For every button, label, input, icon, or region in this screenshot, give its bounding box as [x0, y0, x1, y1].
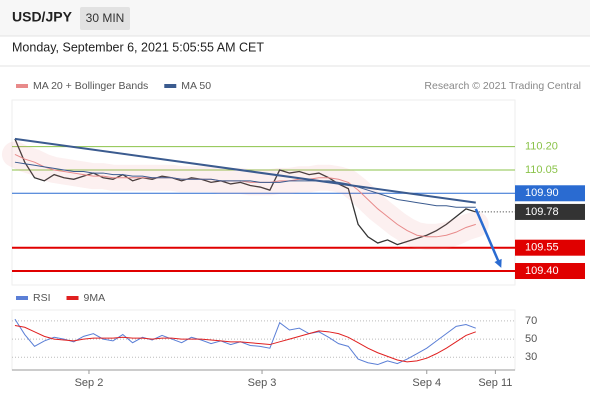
legend-swatch — [66, 296, 79, 300]
forecast-arrowhead — [494, 258, 502, 268]
series-line — [14, 324, 476, 363]
series-line — [14, 138, 476, 246]
y-tick-label: 70 — [525, 315, 537, 327]
legend-label: 9MA — [84, 292, 106, 304]
level-label: 109.40 — [525, 265, 559, 277]
x-tick-label: Sep 2 — [75, 377, 104, 389]
legend-swatch — [164, 84, 177, 88]
x-tick-label: Sep 11 — [478, 377, 512, 389]
y-tick-label: 50 — [525, 333, 537, 345]
level-label-box — [515, 239, 585, 256]
timeframe[interactable]: 30 MIN — [86, 11, 125, 25]
source-credit: Research © 2021 Trading Central — [424, 80, 581, 92]
timeframe-button[interactable] — [80, 7, 130, 30]
rsi-panel — [11, 309, 516, 371]
forecast-arrow — [474, 208, 501, 264]
y-tick-label: 30 — [525, 351, 537, 363]
symbol: USD/JPY — [12, 9, 73, 25]
legend-label: RSI — [33, 292, 51, 304]
legend-swatch — [16, 84, 28, 88]
bollinger-band — [1, 141, 489, 250]
level-label-box — [515, 185, 585, 202]
series-line — [14, 318, 476, 366]
series-line — [14, 161, 476, 208]
level-label: 109.90 — [525, 187, 559, 199]
level-label: 109.78 — [525, 206, 559, 218]
x-tick-label: Sep 4 — [412, 377, 441, 389]
level-label: 110.20 — [525, 141, 558, 153]
level-label: 109.55 — [525, 242, 559, 254]
legend-label: MA 50 — [181, 80, 211, 92]
legend-swatch — [16, 296, 28, 300]
datetime: Monday, September 6, 2021 5:05:55 AM CET — [12, 40, 264, 54]
legend-label: MA 20 + Bollinger Bands — [33, 80, 148, 92]
trendline — [14, 137, 476, 204]
series-line — [14, 153, 476, 238]
level-label-box — [515, 203, 585, 220]
x-tick-label: Sep 3 — [248, 377, 277, 389]
level-label: 110.05 — [525, 164, 558, 176]
level-label-box — [515, 263, 585, 280]
